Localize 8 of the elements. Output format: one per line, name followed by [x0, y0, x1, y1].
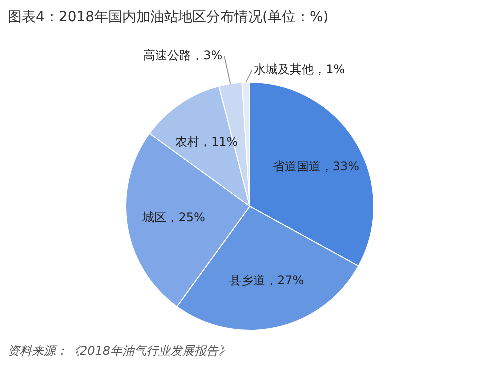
- slice-label: 城区，25%: [142, 210, 206, 225]
- chart-title: 图表4：2018年国内加油站地区分布情况(单位：%): [8, 10, 329, 26]
- text: 资料来源：《2018年油气行业发展报告》: [8, 344, 231, 358]
- slice-label: 省道国道，33%: [272, 159, 360, 174]
- slice-label: 县乡道，27%: [229, 274, 304, 288]
- slice-label: 水城及其他，1%: [254, 62, 346, 77]
- slice-label: 高速公路，3%: [144, 48, 223, 63]
- slice-label: 农村，11%: [175, 135, 238, 150]
